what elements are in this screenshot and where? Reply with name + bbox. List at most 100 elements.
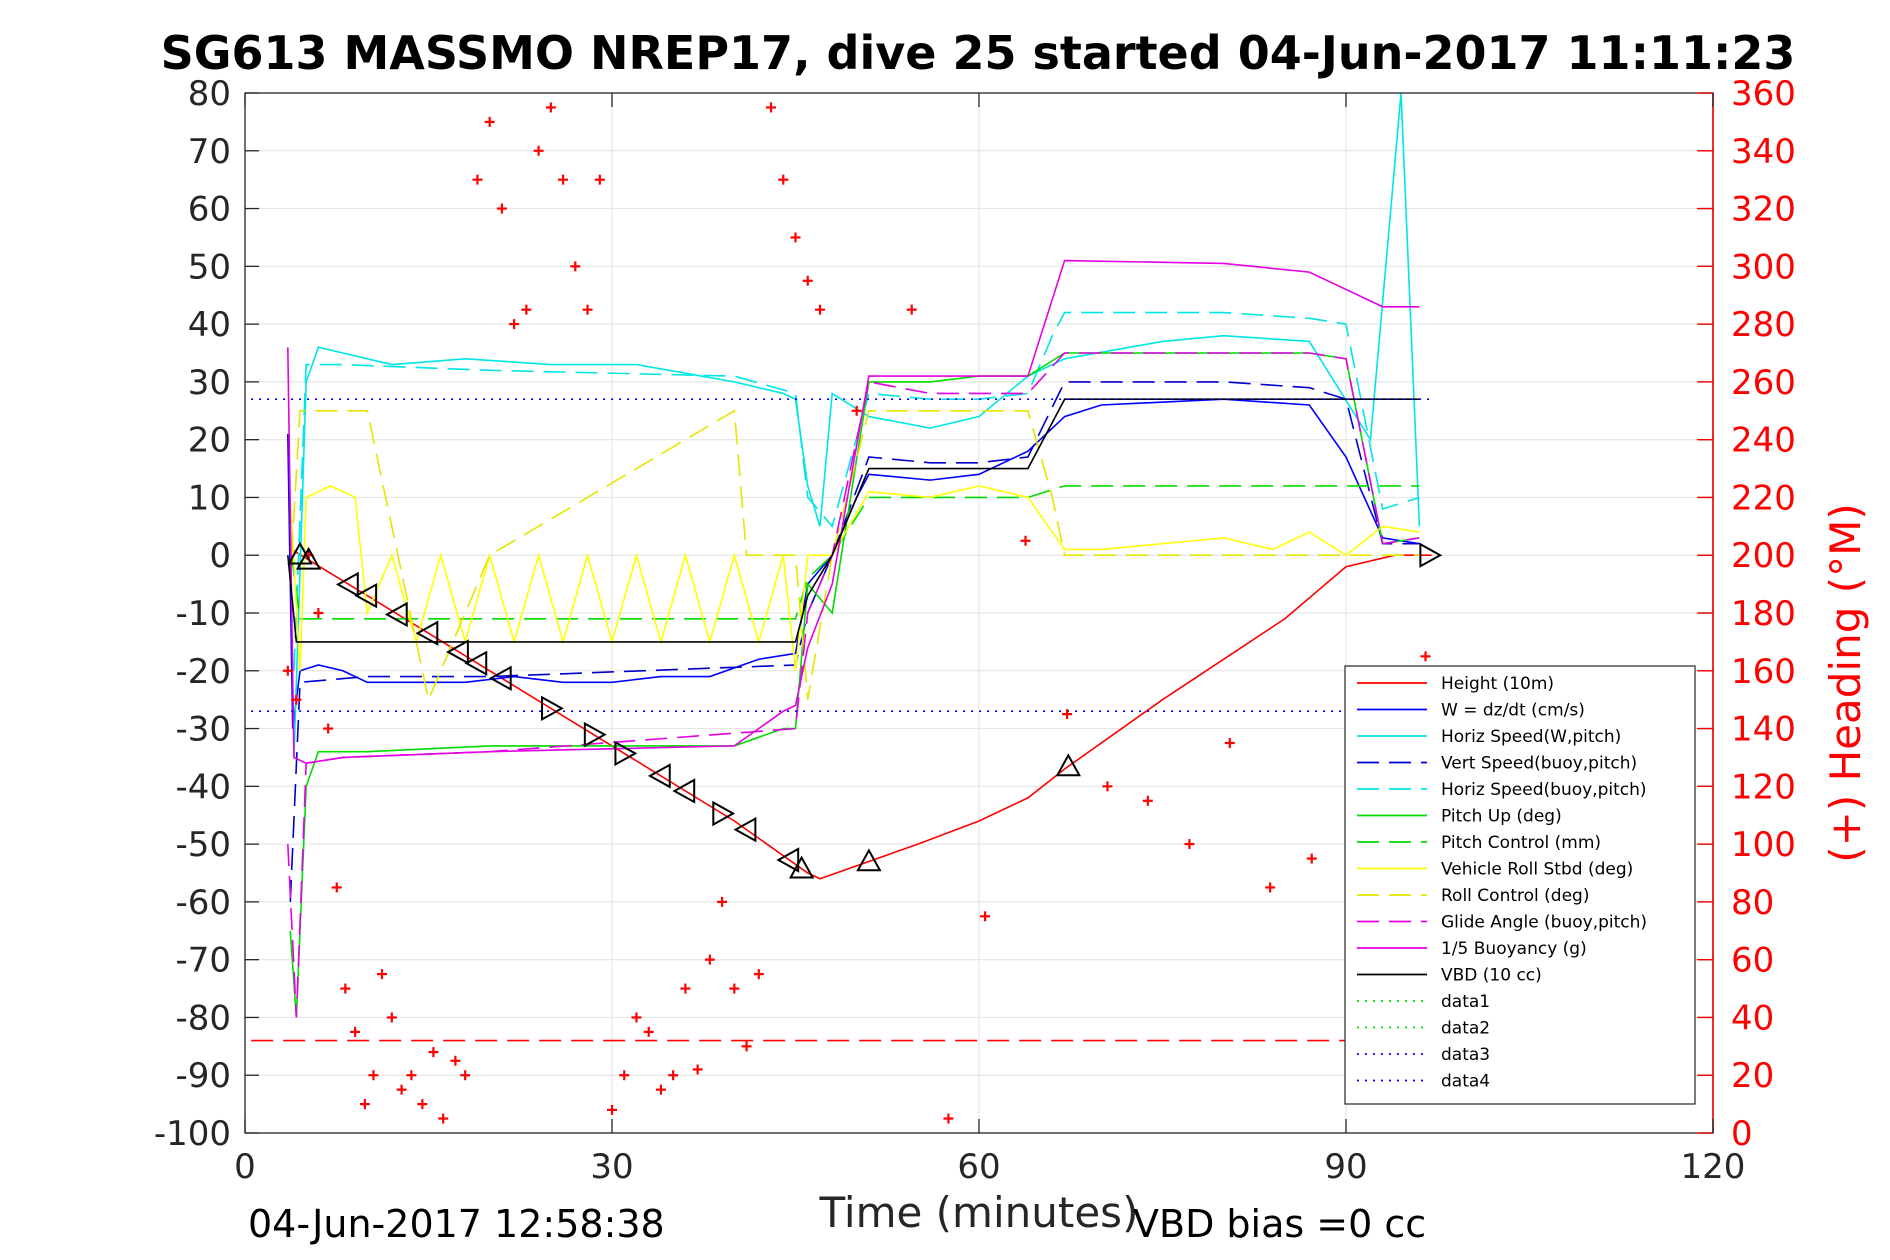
right-tick-label: 0 [1731,1114,1753,1154]
triangle-marker [1055,753,1082,777]
heading-point [906,304,917,315]
heading-point [1062,709,1073,720]
legend-label: Vehicle Roll Stbd (deg) [1441,860,1633,880]
triangle-marker [733,816,757,843]
triangle-marker [788,855,815,879]
y-tick-label: 0 [209,536,231,576]
heading-point [704,954,715,965]
triangle-marker [672,778,696,804]
triangle-marker [647,763,671,789]
legend-label: data1 [1441,992,1490,1012]
legend-label: Vert Speed(buoy,pitch) [1441,754,1637,774]
heading-point [450,1055,461,1066]
footer-vbd-bias: VBD bias =0 cc [1133,1202,1426,1246]
heading-point [778,174,789,185]
y-tick-label: 70 [188,132,231,172]
heading-point [460,1070,471,1081]
heading-point [558,174,569,185]
triangle-marker [776,847,800,873]
series-line-10 [287,352,1420,1018]
heading-point [323,723,334,734]
triangle-marker [295,546,322,570]
heading-point [1265,882,1276,893]
heading-point [282,665,293,676]
y-tick-label: -90 [175,1056,231,1096]
series-line-7 [290,485,1420,620]
heading-point [943,1113,954,1124]
heading-point [582,304,593,315]
right-tick-label: 100 [1731,825,1796,865]
y-tick-label: -50 [175,825,231,865]
series-line-3 [293,93,1421,758]
legend-label: Horiz Speed(buoy,pitch) [1441,780,1647,800]
y-tick-label: -80 [175,998,231,1038]
y-tick-label: 20 [188,421,231,461]
series-line-5 [293,311,1420,671]
right-tick-label: 260 [1731,363,1796,403]
series-line-1 [291,548,1432,880]
left-axis-ticks: 80 70 60 50 40 30 20 10 0 -10 -20 -30 -40 -50 -60 -70 -8… [154,74,1713,1154]
right-tick-label: 140 [1731,710,1796,750]
right-tick-label: 160 [1731,652,1796,692]
heading-point [668,1070,679,1081]
right-tick-label: 340 [1731,132,1796,172]
legend-box [1344,665,1696,1105]
triangle-marker [541,695,564,722]
heading-point [521,304,532,315]
heading-point [1306,853,1317,864]
y-tick-label: 10 [188,478,231,518]
triangle-marker [354,582,378,609]
heading-point [1102,781,1113,792]
right-tick-label: 300 [1731,247,1796,287]
footer-timestamp: 04-Jun-2017 12:58:38 [248,1202,665,1246]
heading-point [533,145,544,156]
heading-point [570,261,581,272]
legend-label: Glide Angle (buoy,pitch) [1441,913,1647,933]
heading-point [980,911,991,922]
right-tick-label: 80 [1731,883,1774,923]
heading-point [1020,535,1031,546]
triangle-marker [856,848,882,872]
legend-label: 1/5 Buoyancy (g) [1441,939,1587,959]
triangle-markers [287,541,1443,879]
heading-point [655,1084,666,1095]
series-line-11 [287,259,1420,765]
y-tick-label: 40 [188,305,231,345]
heading-point [1420,651,1431,662]
legend-label: Roll Control (deg) [1441,886,1589,906]
heading-point [417,1099,428,1110]
legend-label: Pitch Up (deg) [1441,807,1562,827]
y-tick-label: -100 [154,1114,231,1154]
right-axis-label: (+) Heading (°M) [1821,503,1870,862]
x-tick-label: 60 [957,1147,1000,1187]
heading-point [350,1026,361,1037]
x-tick-label: 90 [1324,1147,1367,1187]
heading-point [396,1084,407,1095]
heading-point [753,969,764,980]
legend-label: Height (10m) [1441,674,1554,694]
triangle-marker [464,650,488,676]
triangle-marker [614,740,638,767]
y-tick-label: 80 [188,74,231,114]
right-tick-label: 240 [1731,421,1796,461]
heading-point [680,983,691,994]
legend-label: data4 [1441,1072,1490,1092]
triangle-marker [712,800,736,827]
legend-label: data2 [1441,1019,1490,1039]
x-axis-label: Time (minutes) [819,1188,1139,1237]
legend-label: Horiz Speed(W,pitch) [1441,727,1621,747]
series-line-12 [287,398,1420,643]
legend: Height (10m) W = dz/dt (cm/s) Horiz Speed(… [1344,665,1696,1105]
triangle-marker [1419,542,1443,568]
heading-point [386,1012,397,1023]
heading-point [1184,839,1195,850]
series-lines [251,93,1432,1018]
heading-point [377,969,388,980]
right-tick-label: 220 [1731,478,1796,518]
heading-point [484,116,495,127]
chart-title: SG613 MASSMO NREP17, dive 25 started 04-… [161,26,1796,80]
y-tick-label: -30 [175,710,231,750]
right-tick-label: 40 [1731,998,1774,1038]
triangle-marker [384,601,408,628]
